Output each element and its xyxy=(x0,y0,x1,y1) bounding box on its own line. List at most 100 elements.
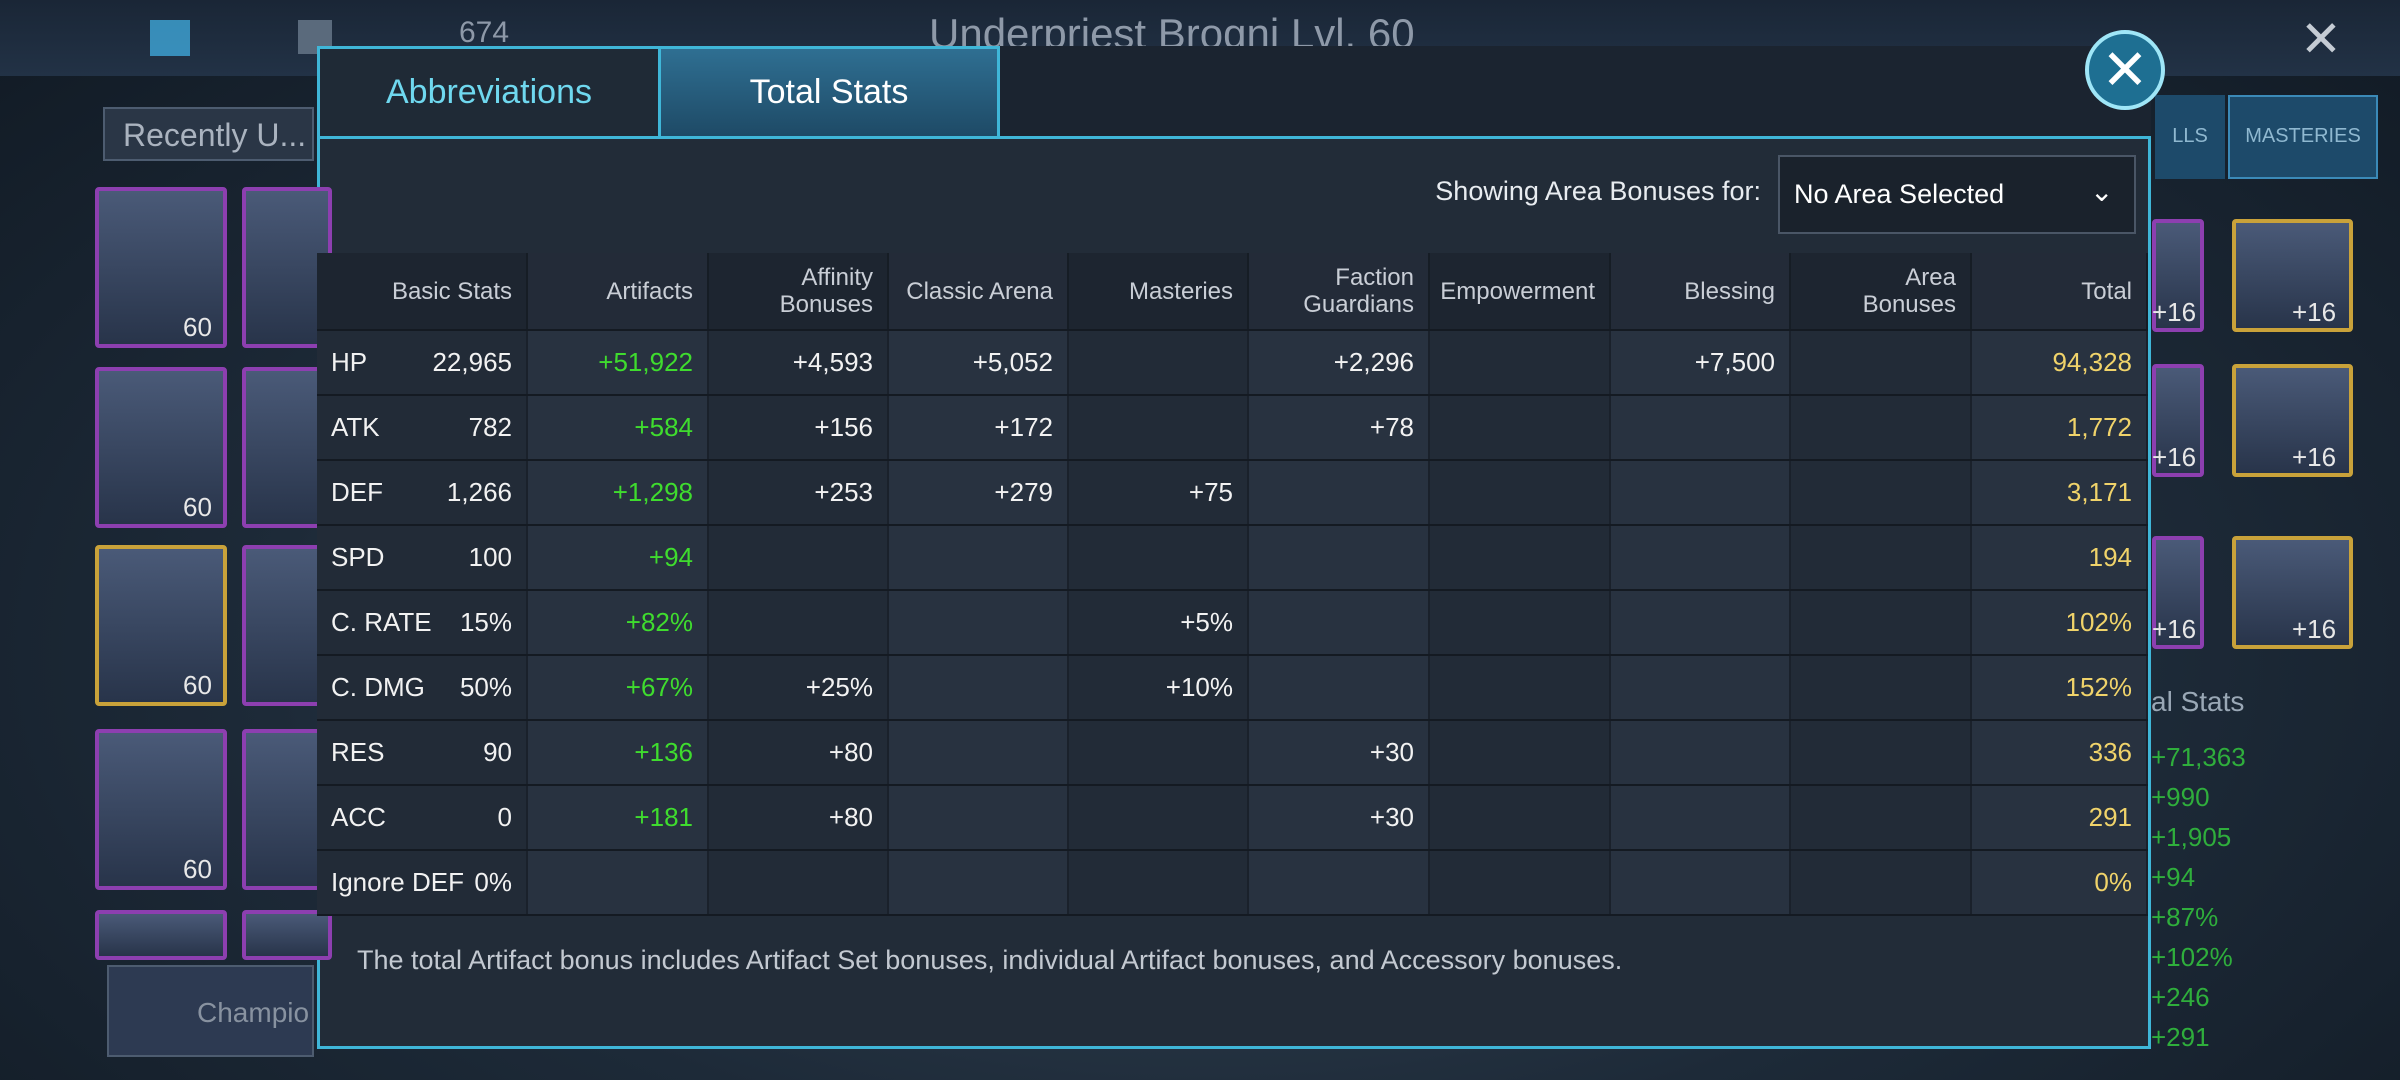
column-header: Masteries xyxy=(1128,277,1233,305)
stat-value: +1,905 xyxy=(2151,822,2232,852)
card-level: 60 xyxy=(183,312,212,342)
champion-card xyxy=(242,910,332,960)
stat-value: 782 xyxy=(468,412,512,442)
row-divider xyxy=(317,589,2148,591)
row-divider xyxy=(317,459,2148,461)
row-divider xyxy=(317,784,2148,786)
side-tab[interactable]: LLS xyxy=(2155,95,2225,179)
stat-value: 194 xyxy=(2088,542,2132,572)
header-row xyxy=(317,253,2148,329)
stat-value: +291 xyxy=(2151,1022,2210,1052)
table-column xyxy=(1972,253,2148,914)
stat-value: +990 xyxy=(2151,782,2210,812)
close-button[interactable]: ✕ xyxy=(2085,30,2165,110)
stat-value: +94 xyxy=(2151,862,2196,892)
column-header: Classic Arena xyxy=(906,277,1053,305)
column-header: Affinity xyxy=(801,264,873,291)
table-column xyxy=(889,253,1069,914)
champions-button[interactable]: Champio xyxy=(107,965,314,1057)
row-divider xyxy=(317,329,2148,331)
card-level: 60 xyxy=(183,492,212,522)
table-column xyxy=(528,253,709,914)
stat-value: +78 xyxy=(1369,412,1414,442)
stat-value: +5% xyxy=(1180,607,1233,637)
stat-value: +136 xyxy=(634,737,693,767)
stat-value: +584 xyxy=(634,412,693,442)
stat-value: +82% xyxy=(625,607,693,637)
table-column xyxy=(1430,253,1611,914)
stat-value: 3,171 xyxy=(2066,477,2132,507)
stat-value: 0 xyxy=(497,802,512,832)
champion-card xyxy=(95,545,227,706)
row-divider xyxy=(317,654,2148,656)
card-level: +16 xyxy=(2292,442,2337,472)
champion-card xyxy=(95,910,227,960)
stat-value: +94 xyxy=(648,542,693,572)
stat-value: +4,593 xyxy=(792,347,873,377)
stat-value: +30 xyxy=(1369,802,1414,832)
note: The total Artifact bonus includes Artifa… xyxy=(357,945,1623,975)
stat-value: 15% xyxy=(459,607,512,637)
card-level: +16 xyxy=(2152,297,2197,327)
stat-value: +156 xyxy=(814,412,873,442)
column-header: Basic Stats xyxy=(391,277,512,305)
champion-card xyxy=(2232,536,2353,649)
card-level: +16 xyxy=(2152,442,2197,472)
stat-value: +172 xyxy=(994,412,1053,442)
card-level: +16 xyxy=(2292,297,2337,327)
column-header: Faction xyxy=(1335,264,1414,291)
stat-value: +30 xyxy=(1369,737,1414,767)
champion-card xyxy=(2232,219,2353,332)
stat-value: +7,500 xyxy=(1694,347,1775,377)
stat-value: 100 xyxy=(468,542,512,572)
stat-name: Ignore DEF xyxy=(331,867,464,897)
stat-value: +75 xyxy=(1188,477,1233,507)
row-divider xyxy=(317,849,2148,851)
row-divider xyxy=(317,914,2148,916)
side-tab[interactable]: MASTERIES xyxy=(2228,95,2378,179)
column-header: Artifacts xyxy=(606,277,693,305)
stat-name: DEF xyxy=(331,477,383,507)
exit-icon[interactable]: ✕ xyxy=(2300,11,2342,67)
tab-active[interactable]: Total Stats xyxy=(658,46,1000,139)
stat-value: +2,296 xyxy=(1333,347,1414,377)
currency: 674 xyxy=(459,16,510,49)
stat-name: HP xyxy=(331,347,368,377)
stat-value: +5,052 xyxy=(972,347,1053,377)
filter[interactable]: Recently U... xyxy=(103,107,314,161)
dropdown-arrow: ⌄ xyxy=(2090,176,2114,207)
column-header: Guardians xyxy=(1303,291,1414,318)
stat-value: +102% xyxy=(2151,942,2233,972)
stat-value: +80 xyxy=(828,802,873,832)
stat-name: C. DMG xyxy=(331,672,425,702)
champion-card xyxy=(2152,536,2204,649)
column-header: Area xyxy=(1905,264,1956,291)
table-column xyxy=(709,253,889,914)
table-column xyxy=(317,253,528,914)
champion-card xyxy=(2152,364,2204,477)
stat-value: +246 xyxy=(2151,982,2210,1012)
champion-card xyxy=(2152,219,2204,332)
stat-value: 0% xyxy=(2094,867,2132,897)
stat-value: +25% xyxy=(805,672,873,702)
card-level: 60 xyxy=(183,670,212,700)
stat-value: 94,328 xyxy=(2052,347,2132,377)
table-column xyxy=(1611,253,1791,914)
stat-value: +1,298 xyxy=(612,477,693,507)
stat-value: 1,266 xyxy=(446,477,512,507)
row-divider xyxy=(317,524,2148,526)
table-column xyxy=(1069,253,1249,914)
menu-icon[interactable] xyxy=(150,20,190,56)
champion-card xyxy=(95,187,227,348)
column-header: Total xyxy=(2081,277,2132,305)
stat-value: +51,922 xyxy=(598,347,693,377)
stat-name: RES xyxy=(331,737,385,767)
stat-value: 152% xyxy=(2065,672,2133,702)
stat-value: +71,363 xyxy=(2151,742,2246,772)
stat-value: +279 xyxy=(994,477,1053,507)
tab[interactable]: Abbreviations xyxy=(317,46,658,139)
area-dropdown[interactable]: No Area Selected ⌄ xyxy=(1778,155,2136,234)
stat-value: 0% xyxy=(474,867,512,897)
row-divider xyxy=(317,394,2148,396)
